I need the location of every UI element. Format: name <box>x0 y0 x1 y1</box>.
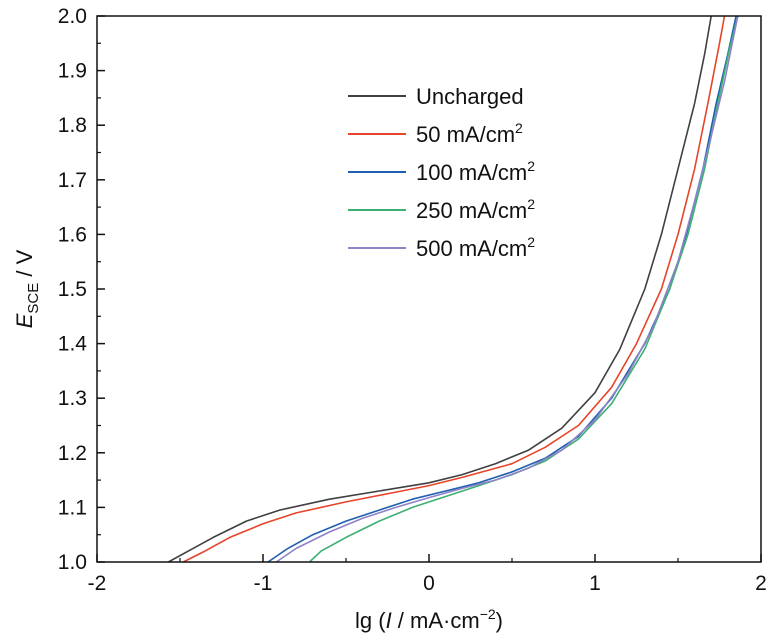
x-tick-label-2: 0 <box>423 572 435 595</box>
y-tick-label-7: 1.7 <box>58 169 87 192</box>
legend-item-4: 500 mA/cm2 <box>348 234 535 261</box>
x-axis-title: lg (I / mA·cm−2) <box>355 606 503 633</box>
series-layer <box>168 15 739 563</box>
legend-item-3: 250 mA/cm2 <box>348 196 535 223</box>
y-tick-label-9: 1.9 <box>58 60 87 83</box>
legend-label-4: 500 mA/cm2 <box>416 234 535 261</box>
legend-label-3: 250 mA/cm2 <box>416 196 535 223</box>
legend-label-0: Uncharged <box>416 84 524 109</box>
y-tick-label-2: 1.2 <box>58 442 87 465</box>
series-line-0 <box>168 15 712 563</box>
legend-item-2: 100 mA/cm2 <box>348 158 535 185</box>
series-line-4 <box>275 15 739 563</box>
y-tick-label-0: 1.0 <box>58 551 87 574</box>
legend-item-1: 50 mA/cm2 <box>348 120 523 147</box>
legend-label-2: 100 mA/cm2 <box>416 158 535 185</box>
y-tick-label-3: 1.3 <box>58 387 87 410</box>
legend-item-0: Uncharged <box>348 84 524 109</box>
series-line-3 <box>308 15 739 563</box>
y-tick-label-8: 1.8 <box>58 114 87 137</box>
series-line-1 <box>182 15 726 563</box>
x-tick-label-0: -2 <box>88 572 107 595</box>
ticks-layer: -2 -1 0 1 2 1.0 1.1 1.2 1.3 1.4 1.5 1.6 1.7 1.8 1.9 2.0 <box>58 5 767 595</box>
y-tick-label-4: 1.4 <box>58 333 88 356</box>
x-tick-label-1: -1 <box>254 572 273 595</box>
x-tick-label-4: 2 <box>755 572 767 595</box>
x-tick-label-3: 1 <box>589 572 601 595</box>
y-tick-label-5: 1.5 <box>58 278 87 301</box>
legend: Uncharged 50 mA/cm2 100 mA/cm2 250 mA/cm2 50… <box>348 84 535 261</box>
legend-label-1: 50 mA/cm2 <box>416 120 523 147</box>
y-tick-label-6: 1.6 <box>58 223 87 246</box>
y-tick-label-10: 2.0 <box>58 5 87 28</box>
y-axis-title: ESCE / V <box>12 249 42 328</box>
y-tick-label-1: 1.1 <box>58 496 87 519</box>
